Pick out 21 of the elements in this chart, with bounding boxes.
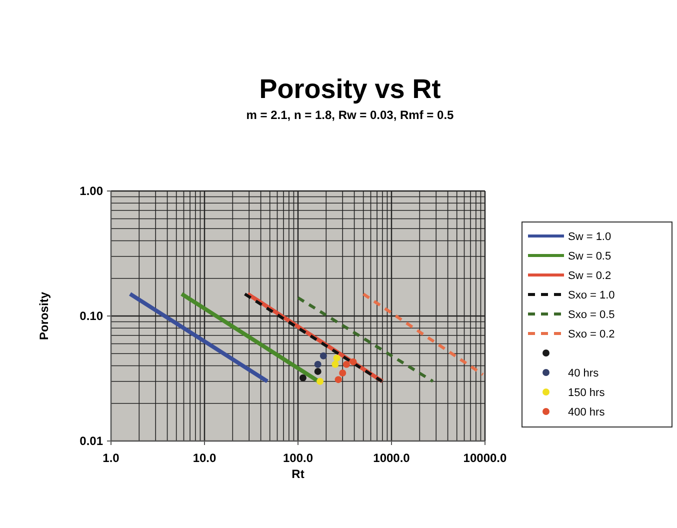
x-tick-label: 1.0	[102, 451, 120, 465]
legend-label: 40 hrs	[568, 368, 600, 380]
y-tick-label: 0.01	[80, 434, 104, 448]
chart-subtitle: m = 2.1, n = 1.8, Rw = 0.03, Rmf = 0.5	[246, 108, 454, 122]
y-axis-title: Porosity	[37, 292, 51, 340]
x-tick-label: 10.0	[192, 451, 216, 465]
legend-label: Sxo = 0.5	[568, 309, 615, 321]
legend-label: Sxo = 0.2	[568, 328, 615, 340]
legend-label: Sw = 1.0	[568, 231, 612, 243]
y-tick-label: 1.00	[80, 184, 104, 198]
y-tick-label: 0.10	[80, 309, 104, 323]
x-tick-label: 100.0	[282, 451, 314, 465]
legend-label: Sxo = 1.0	[568, 290, 615, 302]
legend-label: 150 hrs	[568, 387, 606, 399]
legend-label: 400 hrs	[568, 406, 606, 418]
x-tick-label: 10000.0	[463, 451, 508, 465]
x-axis-title: Rt	[292, 467, 304, 481]
legend-label: Sw = 0.5	[568, 250, 612, 262]
x-tick-label: 1000.0	[373, 451, 410, 465]
legend-label: Sw = 0.2	[568, 270, 612, 282]
chart-title: Porosity vs Rt	[259, 74, 441, 104]
